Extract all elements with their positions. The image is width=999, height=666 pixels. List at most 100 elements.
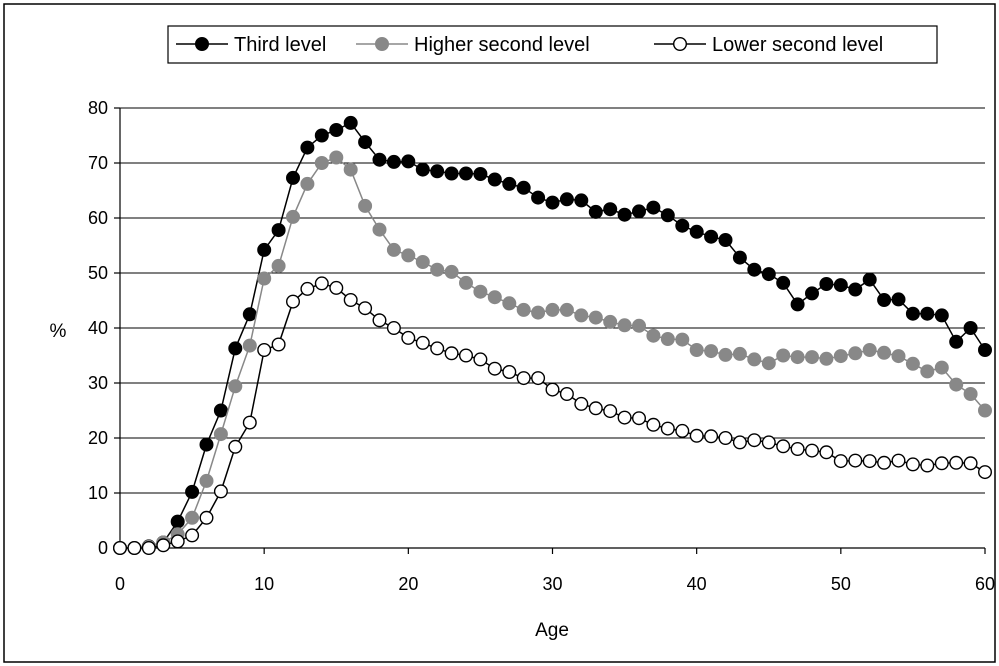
data-point	[487, 361, 502, 376]
data-point	[862, 272, 877, 287]
data-point	[300, 176, 315, 191]
legend: Third level Higher second level Lower seco…	[167, 25, 938, 64]
data-point	[963, 321, 978, 336]
x-tick-label: 0	[115, 574, 125, 594]
data-point	[300, 140, 315, 155]
data-point	[632, 204, 647, 219]
data-point	[444, 166, 459, 181]
data-point	[588, 310, 603, 325]
data-point	[949, 455, 964, 470]
data-point	[559, 387, 574, 402]
data-point	[603, 314, 618, 329]
data-point	[141, 541, 156, 556]
data-point	[905, 356, 920, 371]
data-point	[588, 204, 603, 219]
data-point	[805, 286, 820, 301]
legend-label: Lower second level	[712, 34, 883, 56]
data-point	[444, 346, 459, 361]
data-point	[646, 417, 661, 432]
data-point	[776, 348, 791, 363]
data-point	[704, 229, 719, 244]
data-point	[516, 302, 531, 317]
chart-frame	[3, 3, 996, 663]
y-tick-label: 0	[98, 538, 108, 558]
data-point	[632, 411, 647, 426]
legend-label: Higher second level	[414, 34, 590, 56]
data-point	[199, 437, 214, 452]
data-point	[617, 318, 632, 333]
x-tick-label: 30	[542, 574, 562, 594]
data-point	[776, 275, 791, 290]
data-point	[833, 278, 848, 293]
data-point	[646, 200, 661, 215]
data-point	[459, 275, 474, 290]
data-point	[386, 154, 401, 169]
data-point	[660, 421, 675, 436]
data-point	[300, 281, 315, 296]
data-point	[372, 313, 387, 328]
data-point	[343, 293, 358, 308]
data-point	[675, 423, 690, 438]
data-point	[502, 365, 517, 380]
data-point	[213, 427, 228, 442]
data-point	[588, 401, 603, 416]
data-point	[848, 346, 863, 361]
data-point	[574, 308, 589, 323]
data-point	[213, 484, 228, 499]
y-tick-label: 80	[88, 98, 108, 118]
data-point	[920, 364, 935, 379]
data-point	[675, 332, 690, 347]
data-point	[545, 302, 560, 317]
data-point	[718, 431, 733, 446]
data-point	[473, 352, 488, 367]
data-point	[314, 155, 329, 170]
data-point	[386, 321, 401, 336]
data-point	[459, 348, 474, 363]
series-2	[112, 276, 993, 556]
data-point	[271, 258, 286, 273]
data-point	[170, 534, 185, 549]
data-point	[228, 341, 243, 356]
data-point	[646, 328, 661, 343]
x-tick-label: 20	[398, 574, 418, 594]
data-point	[286, 209, 301, 224]
y-tick-label: 20	[88, 428, 108, 448]
data-point	[833, 454, 848, 469]
data-point	[531, 371, 546, 386]
data-point	[905, 457, 920, 472]
data-point	[934, 308, 949, 323]
data-point	[848, 282, 863, 297]
data-point	[704, 344, 719, 359]
data-point	[286, 294, 301, 309]
data-point	[386, 242, 401, 257]
data-point	[185, 528, 200, 543]
data-point	[559, 302, 574, 317]
x-tick-label: 60	[975, 574, 995, 594]
data-point	[776, 439, 791, 454]
data-point	[891, 349, 906, 364]
data-point	[905, 306, 920, 321]
data-point	[502, 176, 517, 191]
data-point	[718, 347, 733, 362]
data-point	[430, 262, 445, 277]
data-point	[545, 195, 560, 210]
data-point	[559, 192, 574, 207]
data-point	[156, 538, 171, 553]
data-point	[372, 222, 387, 237]
data-point	[747, 262, 762, 277]
data-point	[487, 290, 502, 305]
data-point	[358, 135, 373, 150]
data-point	[732, 250, 747, 265]
data-point	[761, 356, 776, 371]
data-point	[848, 453, 863, 468]
data-point	[531, 305, 546, 320]
data-point	[632, 318, 647, 333]
data-point	[228, 379, 243, 394]
legend-marker-0	[194, 37, 209, 52]
x-tick-label: 10	[254, 574, 274, 594]
data-point	[790, 350, 805, 365]
data-point	[877, 455, 892, 470]
data-point	[401, 248, 416, 263]
x-axis-label: Age	[535, 620, 569, 641]
